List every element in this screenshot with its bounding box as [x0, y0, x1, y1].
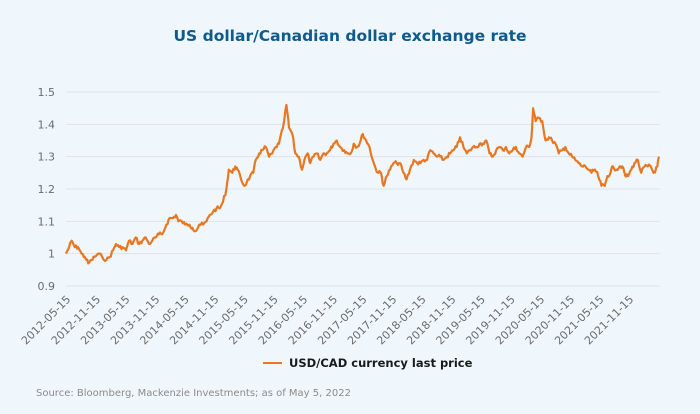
y-tick-label: 1.2 — [38, 183, 56, 196]
series-line-usdcad — [64, 103, 661, 265]
y-tick-label: 1.3 — [38, 151, 56, 164]
y-tick-label: 1 — [48, 248, 55, 261]
y-tick-label: 1.4 — [38, 118, 56, 131]
legend-swatch — [263, 361, 282, 365]
x-axis-ticks: 2012-05-152012-11-152013-05-152013-11-15… — [19, 293, 636, 347]
source-note: Source: Bloomberg, Mackenzie Investments… — [36, 388, 351, 399]
gridlines — [66, 91, 660, 287]
y-axis-ticks: 1.5 1.4 1.3 1.2 1.1 1 0.9 — [38, 86, 56, 293]
y-tick-label: 0.9 — [38, 280, 56, 293]
y-tick-label: 1.5 — [38, 86, 56, 99]
legend-label: USD/CAD currency last price — [289, 356, 473, 370]
chart-title: US dollar/Canadian dollar exchange rate — [173, 27, 527, 45]
legend: USD/CAD currency last price — [263, 356, 472, 370]
y-tick-label: 1.1 — [38, 215, 56, 228]
series-lines — [64, 103, 661, 265]
